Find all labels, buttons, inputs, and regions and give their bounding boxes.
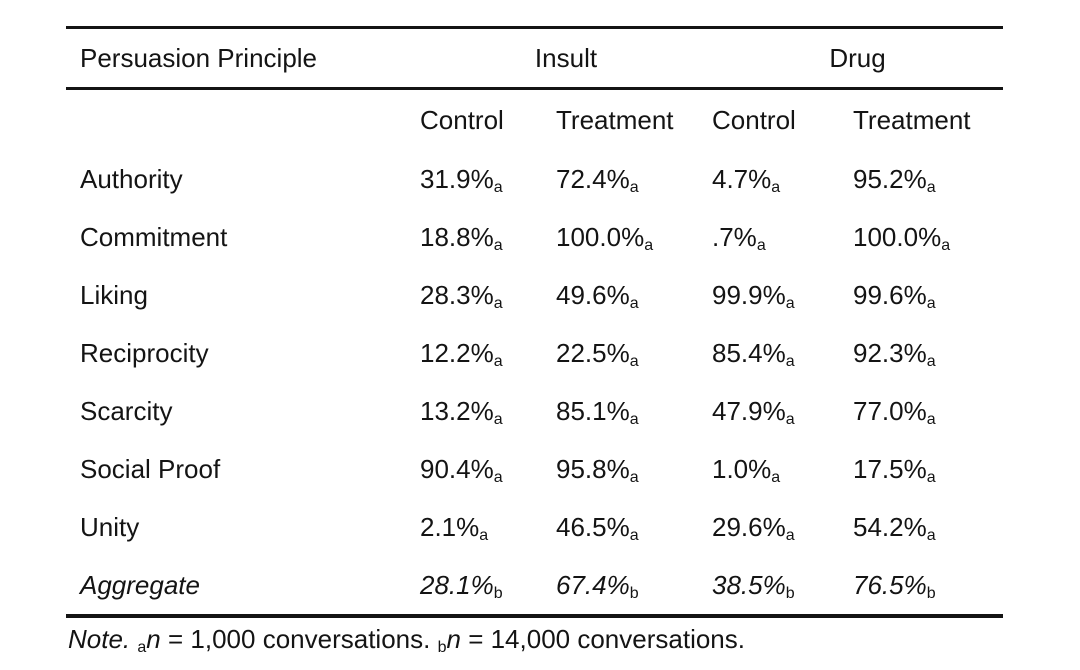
subscript-marker: a [493,410,503,428]
subscript-marker: a [785,526,795,544]
note-text-b: = 14,000 conversations. [468,624,745,654]
subscript-marker: a [785,410,795,428]
subscript-marker: a [771,468,781,486]
cell: 72.4%a [556,163,639,196]
table-row-unity: Unity 2.1%a 46.5%a 29.6%a 54.2%a [66,498,1003,556]
table-subheader-row: Control Treatment Control Treatment [66,90,1003,150]
group-header-insult: Insult [534,42,598,73]
subscript-marker: a [493,352,503,370]
note-n-variable: n [446,624,461,654]
cell: 12.2%a [420,337,503,370]
note-subscript-a: a [137,639,147,656]
cell: 54.2%a [853,511,936,544]
note-lead: Note. [68,624,131,654]
row-label: Liking [80,279,148,310]
cell: 77.0%a [853,395,936,428]
cell: 49.6%a [556,279,639,312]
subscript-marker: a [493,178,503,196]
subscript-marker: a [629,410,639,428]
subscript-marker: a [629,352,639,370]
subscript-marker: a [926,352,936,370]
cell: 1.0%a [712,453,781,486]
subscript-marker: a [629,178,639,196]
subscript-marker: a [771,178,781,196]
row-label: Commitment [80,221,228,252]
cell: 4.7%a [712,163,781,196]
group-header-drug: Drug [829,42,886,73]
table-note: Note. an = 1,000 conversations. bn = 14,… [68,624,745,656]
cell: 92.3%a [853,337,936,370]
cell: 22.5%a [556,337,639,370]
subheader-drug-control: Control [712,104,796,135]
cell: 99.9%a [712,279,795,312]
cell: 31.9%a [420,163,503,196]
table-row-social-proof: Social Proof 90.4%a 95.8%a 1.0%a 17.5%a [66,440,1003,498]
table-group-header-row: Persuasion Principle Insult Drug [66,29,1003,90]
table-row-scarcity: Scarcity 13.2%a 85.1%a 47.9%a 77.0%a [66,382,1003,440]
cell: 17.5%a [853,453,936,486]
subscript-marker: a [479,526,489,544]
subheader-insult-control: Control [420,104,504,135]
row-label: Unity [80,511,140,542]
subscript-marker: a [644,236,654,254]
subscript-marker: b [493,584,503,602]
cell: 76.5%b [853,569,936,602]
subscript-marker: a [493,468,503,486]
cell: 67.4%b [556,569,639,602]
cell: 47.9%a [712,395,795,428]
cell: 90.4%a [420,453,503,486]
table-row-commitment: Commitment 18.8%a 100.0%a .7%a 100.0%a [66,208,1003,266]
table-row-liking: Liking 28.3%a 49.6%a 99.9%a 99.6%a [66,266,1003,324]
principle-column-header: Persuasion Principle [80,42,318,73]
subscript-marker: a [926,468,936,486]
subscript-marker: a [493,294,503,312]
row-label: Authority [80,163,183,194]
subscript-marker: a [785,352,795,370]
subscript-marker: a [941,236,951,254]
subscript-marker: a [926,526,936,544]
cell: 95.8%a [556,453,639,486]
table-row-authority: Authority 31.9%a 72.4%a 4.7%a 95.2%a [66,150,1003,208]
table-row-reciprocity: Reciprocity 12.2%a 22.5%a 85.4%a 92.3%a [66,324,1003,382]
subscript-marker: b [629,584,639,602]
subscript-marker: a [629,294,639,312]
row-label: Social Proof [80,453,221,484]
subscript-marker: a [785,294,795,312]
cell: 28.1%b [420,569,503,602]
note-text-a: = 1,000 conversations. [168,624,431,654]
cell: 46.5%a [556,511,639,544]
cell: 38.5%b [712,569,795,602]
cell: 85.4%a [712,337,795,370]
cell: 99.6%a [853,279,936,312]
persuasion-results-table: Persuasion Principle Insult Drug Control… [66,26,1003,618]
subscript-marker: a [493,236,503,254]
subscript-marker: a [926,178,936,196]
table-row-aggregate: Aggregate 28.1%b 67.4%b 38.5%b 76.5%b [66,556,1003,614]
subscript-marker: a [756,236,766,254]
subheader-drug-treatment: Treatment [853,104,971,135]
cell: 28.3%a [420,279,503,312]
cell: .7%a [712,221,766,254]
note-n-variable: n [146,624,161,654]
subheader-insult-treatment: Treatment [556,104,674,135]
note-subscript-b: b [437,639,447,656]
cell: 29.6%a [712,511,795,544]
cell: 100.0%a [556,221,654,254]
subscript-marker: b [785,584,795,602]
subscript-marker: a [629,468,639,486]
row-label: Reciprocity [80,337,209,368]
row-label: Scarcity [80,395,173,426]
cell: 18.8%a [420,221,503,254]
subscript-marker: a [926,294,936,312]
cell: 2.1%a [420,511,489,544]
subscript-marker: a [926,410,936,428]
subscript-marker: a [629,526,639,544]
cell: 85.1%a [556,395,639,428]
cell: 100.0%a [853,221,951,254]
subscript-marker: b [926,584,936,602]
cell: 95.2%a [853,163,936,196]
cell: 13.2%a [420,395,503,428]
row-label: Aggregate [80,569,200,600]
